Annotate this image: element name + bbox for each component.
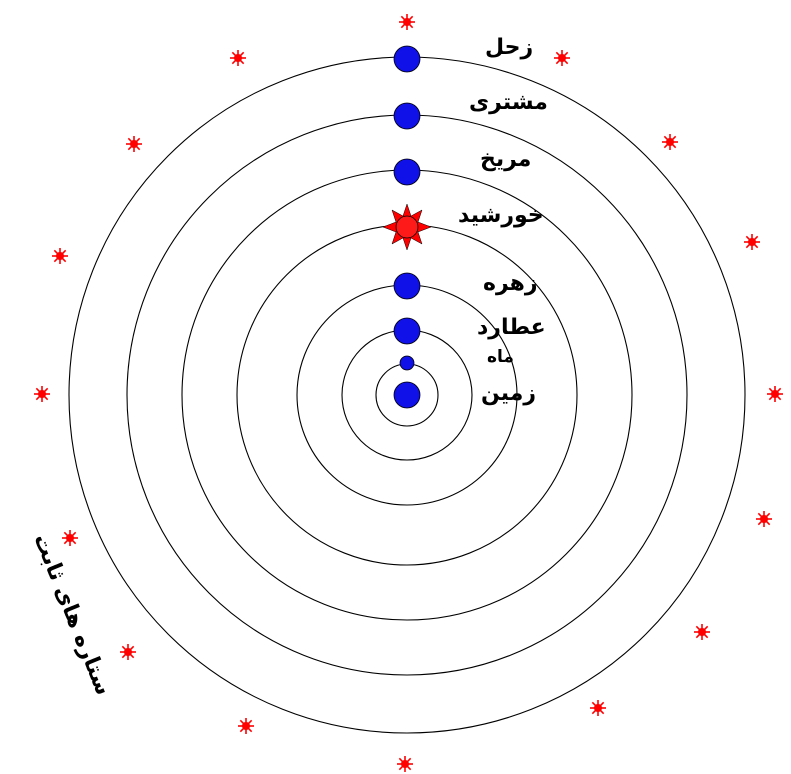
fixed-star-icon	[694, 624, 710, 640]
saturn-planet	[393, 45, 421, 73]
fixed-star-icon	[230, 50, 246, 66]
fixed-star-icon	[52, 248, 68, 264]
fixed-star-icon	[590, 700, 606, 716]
label-fixed-stars: ستاره های ثابت	[28, 530, 115, 698]
fixed-star-icon	[399, 14, 415, 30]
sun-icon	[382, 203, 432, 251]
label-earth: زمین	[481, 381, 536, 406]
venus-planet	[393, 272, 421, 300]
fixed-stars	[34, 14, 783, 772]
fixed-star-icon	[756, 511, 772, 527]
fixed-star-icon	[744, 234, 760, 250]
label-mars: مریخ	[480, 147, 531, 172]
fixed-star-icon	[767, 386, 783, 402]
fixed-star-icon	[126, 136, 142, 152]
earth-planet	[393, 381, 421, 409]
fixed-star-icon	[34, 386, 50, 402]
label-sun: خورشید	[458, 203, 544, 228]
fixed-star-icon	[62, 530, 78, 546]
label-mercury: عطارد	[477, 315, 546, 340]
fixed-star-icon	[554, 50, 570, 66]
sun-disc	[395, 215, 419, 239]
label-moon: ماه	[487, 347, 514, 367]
fixed-star-icon	[238, 718, 254, 734]
fixed-star-icon	[120, 644, 136, 660]
label-saturn: زحل	[485, 35, 533, 60]
mars-planet	[393, 158, 421, 186]
labels: زحل مشتری مریخ خورشید زهره عطارد ماه زمی…	[28, 35, 548, 699]
bodies	[382, 45, 432, 409]
label-venus: زهره	[483, 271, 538, 296]
label-jupiter: مشتری	[469, 90, 548, 115]
moon-planet	[399, 355, 415, 371]
jupiter-planet	[393, 102, 421, 130]
mercury-planet	[393, 317, 421, 345]
fixed-star-icon	[397, 756, 413, 772]
fixed-star-icon	[662, 134, 678, 150]
